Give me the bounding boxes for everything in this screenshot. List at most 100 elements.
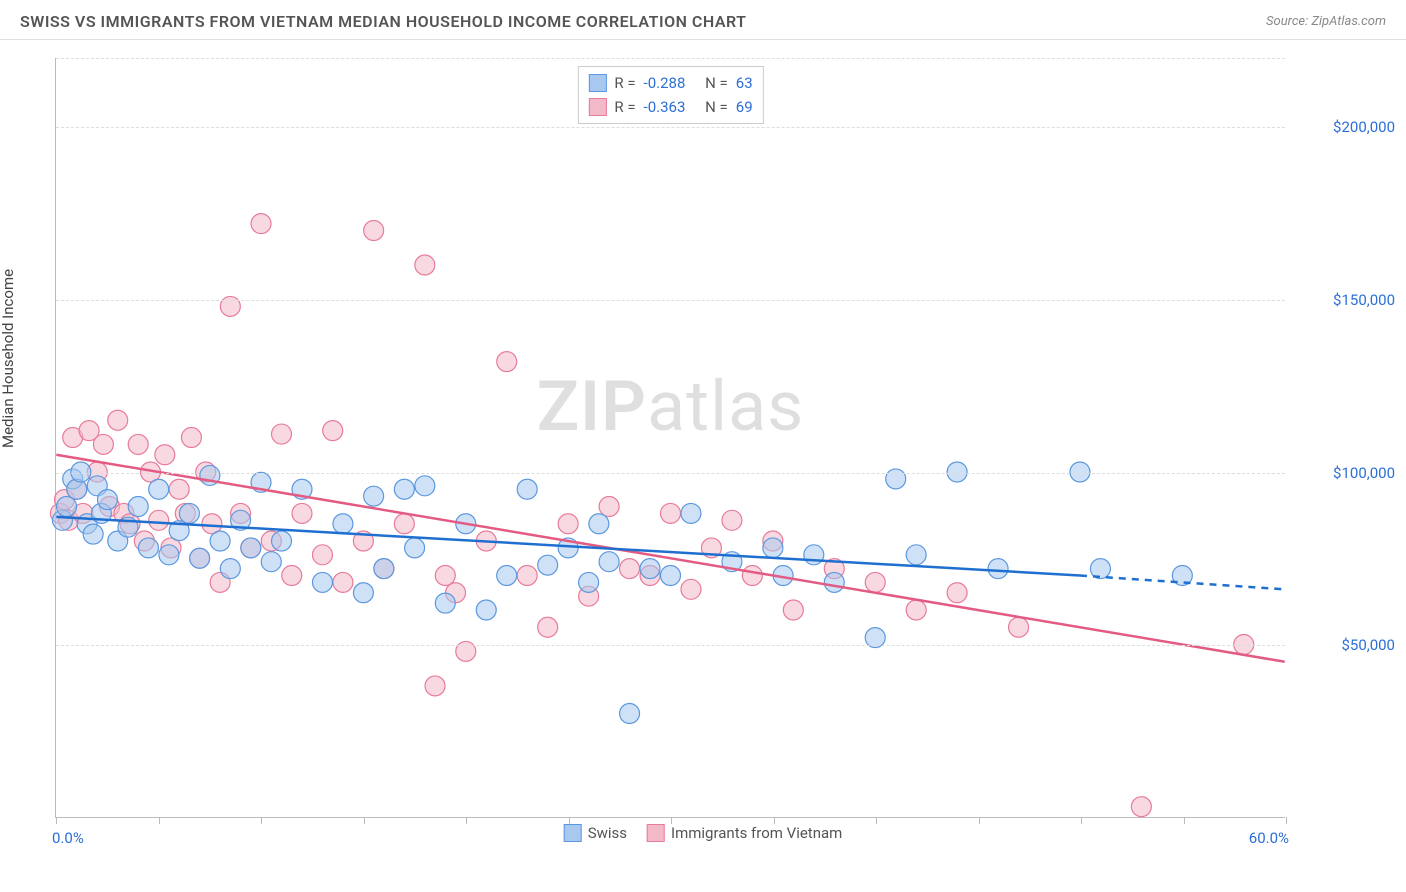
data-point <box>538 617 558 637</box>
data-point <box>155 445 175 465</box>
chart-header: SWISS VS IMMIGRANTS FROM VIETNAM MEDIAN … <box>0 0 1406 40</box>
swatch-vietnam <box>647 824 665 842</box>
data-point <box>599 552 619 572</box>
data-point <box>415 476 435 496</box>
x-end-label: 60.0% <box>1249 829 1289 847</box>
stats-legend: R = -0.288 N = 63 R = -0.363 N = 69 <box>577 66 763 124</box>
data-point <box>57 497 77 517</box>
data-point <box>824 572 844 592</box>
stats-row-vietnam: R = -0.363 N = 69 <box>588 95 752 119</box>
data-point <box>763 538 783 558</box>
data-point <box>906 600 926 620</box>
data-point <box>517 479 537 499</box>
source-credit: Source: ZipAtlas.com <box>1266 14 1386 29</box>
data-point <box>661 503 681 523</box>
data-point <box>98 490 118 510</box>
data-point <box>394 514 414 534</box>
data-point <box>783 600 803 620</box>
data-point <box>661 566 681 586</box>
data-point <box>353 583 373 603</box>
data-point <box>83 524 103 544</box>
n-value-swiss: 63 <box>736 71 753 95</box>
data-point <box>179 503 199 523</box>
data-point <box>394 479 414 499</box>
data-point <box>620 704 640 724</box>
y-tick-label: $100,000 <box>1295 464 1395 482</box>
data-point <box>333 514 353 534</box>
data-point <box>181 428 201 448</box>
legend-item-vietnam: Immigrants from Vietnam <box>647 824 842 842</box>
data-point <box>261 552 281 572</box>
data-point <box>312 572 332 592</box>
data-point <box>374 559 394 579</box>
data-point <box>251 214 271 234</box>
data-point <box>333 572 353 592</box>
data-point <box>620 559 640 579</box>
data-point <box>435 566 455 586</box>
n-value-vietnam: 69 <box>736 95 753 119</box>
data-point <box>272 531 292 551</box>
data-point <box>722 510 742 530</box>
data-point <box>312 545 332 565</box>
data-point <box>681 579 701 599</box>
swatch-swiss <box>588 74 606 92</box>
swatch-swiss <box>564 824 582 842</box>
data-point <box>476 600 496 620</box>
stats-row-swiss: R = -0.288 N = 63 <box>588 71 752 95</box>
data-point <box>364 486 384 506</box>
data-point <box>947 583 967 603</box>
y-tick-label: $50,000 <box>1295 636 1395 654</box>
data-point <box>272 424 292 444</box>
data-point <box>497 566 517 586</box>
data-point <box>220 559 240 579</box>
r-value-swiss: -0.288 <box>644 71 686 95</box>
data-point <box>742 566 762 586</box>
data-point <box>579 572 599 592</box>
data-point <box>169 479 189 499</box>
data-point <box>906 545 926 565</box>
n-label: N = <box>705 71 728 95</box>
data-point <box>138 538 158 558</box>
data-point <box>282 566 302 586</box>
data-point <box>640 559 660 579</box>
data-point <box>108 410 128 430</box>
data-point <box>1009 617 1029 637</box>
y-tick-label: $200,000 <box>1295 118 1395 136</box>
data-point <box>599 497 619 517</box>
data-point <box>589 514 609 534</box>
r-value-vietnam: -0.363 <box>644 95 686 119</box>
data-point <box>364 221 384 241</box>
data-point <box>67 479 87 499</box>
n-label: N = <box>705 95 728 119</box>
y-tick-label: $150,000 <box>1295 291 1395 309</box>
data-point <box>190 548 210 568</box>
x-start-label: 0.0% <box>52 829 84 847</box>
data-point <box>159 545 179 565</box>
data-point <box>210 531 230 551</box>
data-point <box>988 559 1008 579</box>
data-point <box>323 421 343 441</box>
chart-title: SWISS VS IMMIGRANTS FROM VIETNAM MEDIAN … <box>20 12 747 31</box>
data-point <box>241 538 261 558</box>
data-point <box>149 479 169 499</box>
data-point <box>128 497 148 517</box>
r-label: R = <box>614 71 635 95</box>
data-point <box>292 503 312 523</box>
data-point <box>128 434 148 454</box>
y-axis-label: Median Household Income <box>0 269 17 448</box>
legend-item-swiss: Swiss <box>564 824 627 842</box>
data-point <box>538 555 558 575</box>
chart-container: Median Household Income ZIPatlas R = -0.… <box>0 48 1406 848</box>
legend-label-swiss: Swiss <box>588 824 627 842</box>
source-name: ZipAtlas.com <box>1311 14 1386 29</box>
r-label: R = <box>614 95 635 119</box>
data-point <box>435 593 455 613</box>
data-point <box>558 514 578 534</box>
data-point <box>497 352 517 372</box>
legend-label-vietnam: Immigrants from Vietnam <box>671 824 842 842</box>
scatter-svg <box>56 58 1285 817</box>
data-point <box>415 255 435 275</box>
data-point <box>517 566 537 586</box>
data-point <box>1131 797 1151 817</box>
data-point <box>865 572 885 592</box>
